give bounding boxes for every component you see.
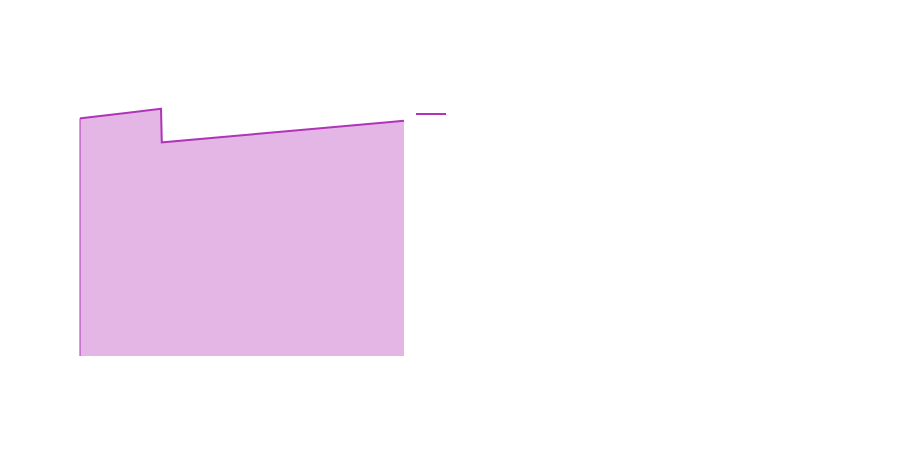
series-line-0 — [79, 107, 405, 144]
area-fill-series-0 — [80, 108, 404, 356]
plot-area — [79, 107, 405, 356]
